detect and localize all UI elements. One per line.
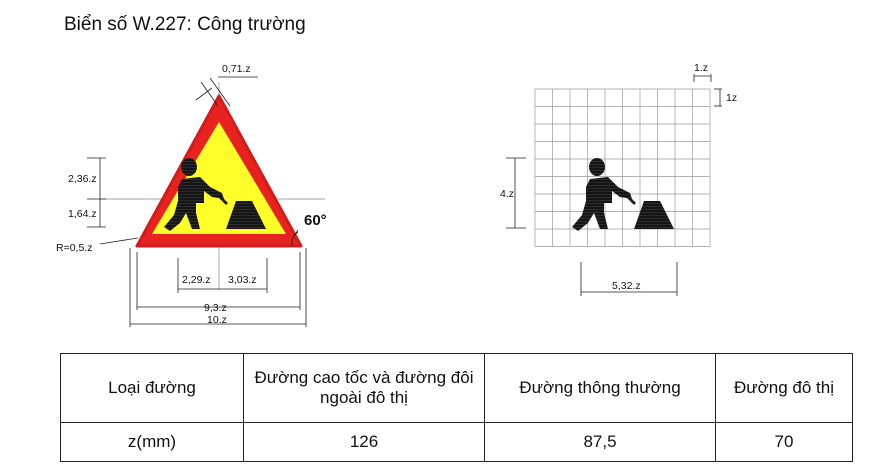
dim-width-left: 2,29.z <box>182 274 211 286</box>
dim-angle: 60° <box>304 212 327 229</box>
value-expressway: 126 <box>243 422 485 462</box>
row-label: z(mm) <box>60 422 244 462</box>
table-row: z(mm) 126 87,5 70 <box>60 422 853 462</box>
symbol-grid <box>534 88 711 247</box>
header-road-type: Loại đường <box>60 353 244 423</box>
dim-width-outer: 10.z <box>207 314 227 326</box>
grid-dimension-lines <box>506 74 722 296</box>
sign-yellow-field <box>152 122 286 234</box>
warning-triangle-sign <box>100 82 325 290</box>
header-expressway: Đường cao tốc và đường đôi ngoài đô thị <box>243 353 485 423</box>
dim-corner-radius: R=0,5.z <box>56 242 92 254</box>
header-urban-road: Đường đô thị <box>715 353 853 423</box>
dim-cell-width: 1.z <box>694 62 708 74</box>
dim-width-right: 3,03.z <box>228 274 257 286</box>
page-title: Biển số W.227: Công trường <box>64 14 306 35</box>
dim-height-upper: 2,36.z <box>68 173 97 185</box>
size-table: Loại đường Đường cao tốc và đường đôi ng… <box>60 353 853 462</box>
dim-symbol-height: 4.z <box>500 188 514 200</box>
dim-top-offset: 0,71.z <box>222 63 251 75</box>
dim-cell-height: 1z <box>726 92 737 104</box>
sign-dimension-lines <box>87 76 307 327</box>
header-normal-road: Đường thông thường <box>484 353 716 423</box>
value-urban-road: 70 <box>715 422 853 462</box>
table-header-row: Loại đường Đường cao tốc và đường đôi ng… <box>60 353 853 423</box>
dim-symbol-width: 5,32.z <box>612 280 641 292</box>
dim-width-inner: 9,3.z <box>204 302 227 314</box>
value-normal-road: 87,5 <box>484 422 716 462</box>
sign-diagram: 0,71.z 2,36.z 1,64.z R=0,5.z 60° 2,29.z … <box>56 62 737 327</box>
dim-height-lower: 1,64.z <box>68 208 97 220</box>
